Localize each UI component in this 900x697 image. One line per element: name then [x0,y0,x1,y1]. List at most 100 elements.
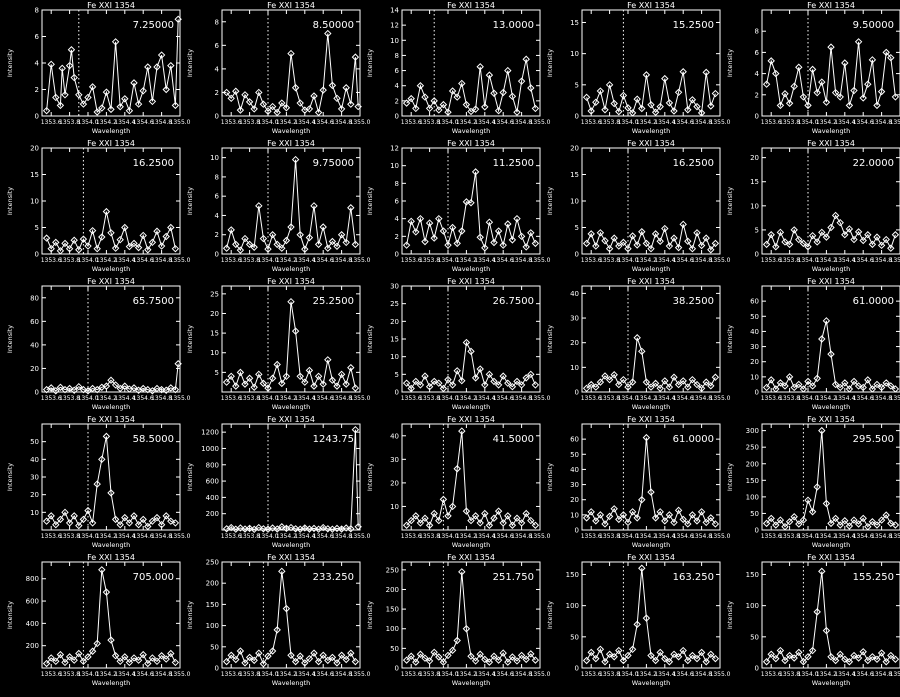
data-point [84,653,92,661]
y-tick-label: 10 [570,198,579,206]
x-tick-label: 1353.8 [59,257,80,264]
x-tick-label: 1354.0 [78,671,99,678]
data-point [259,100,268,108]
y-tick-label: 40 [570,290,579,298]
data-point [868,385,877,393]
data-point [264,107,272,115]
data-point [301,245,309,253]
y-tick-label: 10 [570,50,579,58]
data-point [255,649,263,657]
y-tick-label: 800 [206,461,219,469]
y-tick-label: 0 [215,251,219,259]
data-point [476,63,484,71]
data-point [605,375,614,384]
x-tick-label: 1354.0 [618,257,639,264]
panel-title: Fe XXI 1354 [267,139,315,148]
axes-frame [41,561,181,669]
data-point [859,514,867,523]
data-point [772,385,780,393]
y-tick-label: 0 [35,389,39,397]
data-point [615,242,623,250]
data-point [781,522,789,531]
x-tick-label: 1354.8 [691,671,712,678]
y-tick-label: 6 [755,49,760,57]
data-point [781,656,789,665]
series-line [46,569,176,665]
peak-annotation: 233.250 [313,572,354,583]
x-axis-label: Wavelength [452,127,491,135]
x-tick-label: 1354.0 [798,257,819,264]
x-tick-label: 1354.2 [276,533,297,540]
data-point [79,100,88,108]
x-axis-label: Wavelength [272,541,311,549]
series-line [406,340,536,390]
data-point [822,233,831,241]
y-tick-label: 60 [750,298,759,306]
series-line [46,19,179,113]
data-point [324,656,332,665]
x-tick-label: 1354.4 [654,257,675,264]
x-tick-label: 1354.6 [493,395,514,402]
data-point [674,88,683,97]
data-point [670,518,678,527]
data-point [153,513,161,522]
x-tick-label: 1354.6 [853,533,874,540]
data-point [633,95,641,103]
y-tick-label: 2 [35,86,39,94]
axes-frame [581,9,721,117]
data-point [531,381,540,389]
x-tick-label: 1354.2 [276,119,297,126]
data-point [47,654,55,662]
data-point [421,514,429,522]
x-tick-label: 1354.6 [313,395,334,402]
x-tick-label: 1354.4 [834,119,855,126]
data-point [268,524,277,532]
data-point [61,91,69,99]
data-point [287,651,295,659]
data-point [619,375,628,384]
data-point [776,228,785,237]
data-point [70,236,78,244]
y-tick-label: 1200 [201,429,219,437]
data-point [342,524,350,532]
data-point [610,234,618,242]
data-point [47,384,55,392]
data-point [854,654,863,662]
data-point [795,63,803,71]
data-point [504,512,512,520]
data-point [587,648,595,657]
data-point [610,505,618,513]
x-axis-label: Wavelength [452,403,491,411]
x-tick-label: 1354.8 [691,119,712,126]
data-point [121,513,129,522]
data-point [504,658,512,666]
data-point [116,235,124,244]
x-tick-label: 1354.6 [853,671,874,678]
data-point [305,233,314,242]
data-point [107,105,115,114]
data-point [347,100,355,108]
data-point [435,379,443,387]
data-point [642,614,651,622]
x-tick-label: 1353.8 [419,533,440,540]
y-axis-label: Intensity [6,601,14,629]
data-point [831,514,840,523]
data-point [250,383,258,391]
x-tick-label: 1355.0 [890,119,900,126]
data-point [65,61,74,70]
data-point [471,105,480,113]
data-point [310,382,318,390]
data-point [476,650,484,658]
data-point [647,244,655,253]
peak-annotation: 61.0000 [673,434,714,445]
data-point [707,246,715,254]
data-point [531,656,540,664]
y-tick-label: 50 [570,633,579,641]
x-tick-label: 1353.6 [401,119,422,126]
data-point [153,384,161,393]
data-point [785,240,794,249]
data-point [416,381,425,389]
data-point [684,237,692,245]
data-point [148,97,157,106]
y-tick-label: 20 [210,310,219,318]
